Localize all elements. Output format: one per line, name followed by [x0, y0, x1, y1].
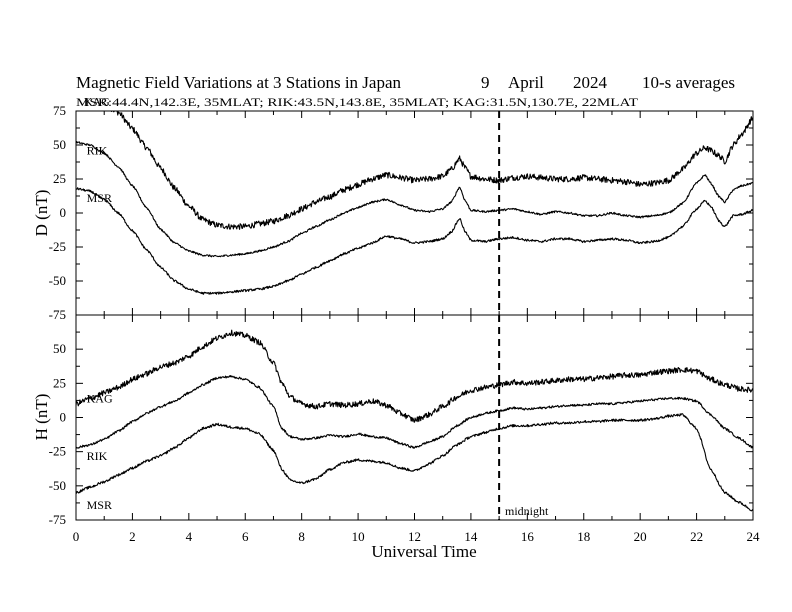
series-line-rik	[75, 375, 754, 449]
x-tick-label: 0	[73, 529, 80, 544]
x-tick-label: 8	[298, 529, 305, 544]
series-label-kag: KAG	[84, 94, 110, 108]
x-tick-label: 4	[186, 529, 193, 544]
d-panel: 75 50 25 0 -25 -50 -75 KAG RIK MSR	[49, 94, 754, 322]
x-tick-label: 18	[577, 529, 590, 544]
series-line-msr	[75, 187, 754, 295]
x-tick-label: 22	[690, 529, 703, 544]
h-panel: 50 25 0 -25 -50 -75 KAG RIK MSR	[49, 314, 754, 527]
series-line-rik	[75, 140, 754, 258]
y-tick-label: -25	[49, 239, 66, 254]
y-tick-label: -50	[49, 273, 66, 288]
x-tick-label: 14	[464, 529, 478, 544]
series-label-rik: RIK	[87, 449, 108, 463]
date-day: 9	[481, 73, 490, 92]
y-tick-label: 0	[60, 410, 67, 425]
y-tick-label: -50	[49, 478, 66, 493]
date-year: 2024	[573, 73, 608, 92]
x-tick-label: 24	[747, 529, 761, 544]
y-tick-label: 25	[53, 171, 66, 186]
x-tick-label: 2	[129, 529, 136, 544]
series-label-msr: MSR	[87, 498, 112, 512]
y-tick-label: 0	[60, 205, 67, 220]
x-axis-title: Universal Time	[371, 542, 476, 561]
chart-title: Magnetic Field Variations at 3 Stations …	[76, 73, 402, 92]
averaging-label: 10-s averages	[642, 73, 735, 92]
series-line-kag	[75, 329, 754, 423]
x-tick-label: 20	[634, 529, 647, 544]
y-tick-label: -25	[49, 444, 66, 459]
x-tick-label: 16	[521, 529, 535, 544]
y-tick-label: 50	[53, 137, 66, 152]
y-tick-label: 50	[53, 341, 66, 356]
series-line-msr	[75, 413, 754, 512]
series-label-rik: RIK	[87, 143, 108, 157]
series-label-kag: KAG	[87, 391, 113, 405]
h-axis-title: H (nT)	[32, 394, 51, 441]
y-tick-label: 25	[53, 375, 66, 390]
series-line-kag	[76, 110, 754, 230]
date-month: April	[508, 73, 544, 92]
x-axis: 0 2 4 6 8 10 12 14 16 18 20 22 24	[73, 529, 760, 544]
x-tick-label: 6	[242, 529, 249, 544]
x-tick-label: 10	[352, 529, 365, 544]
y-tick-label: 75	[53, 103, 66, 118]
x-tick-label: 12	[408, 529, 421, 544]
d-axis-title: D (nT)	[32, 190, 51, 237]
y-tick-label: -75	[49, 512, 66, 527]
y-tick-label: -75	[49, 307, 66, 322]
series-label-msr: MSR	[87, 191, 112, 205]
station-subtitle: MSR:44.4N,142.3E, 35MLAT; RIK:43.5N,143.…	[76, 95, 639, 109]
midnight-label: midnight	[505, 504, 549, 518]
